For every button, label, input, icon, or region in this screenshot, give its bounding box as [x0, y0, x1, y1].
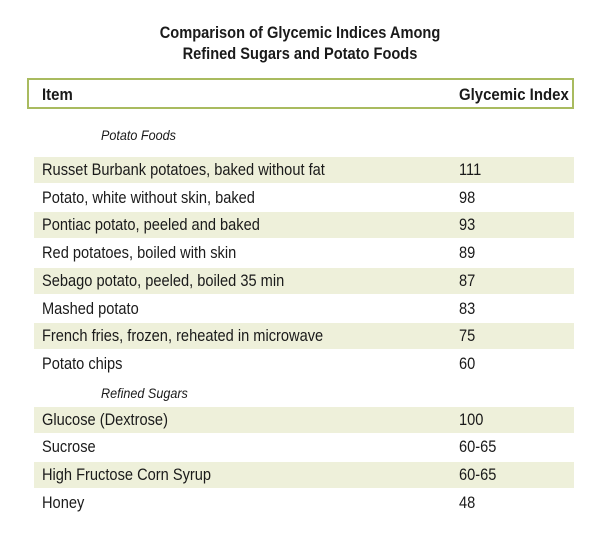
row-item: Sebago potato, peeled, boiled 35 min — [42, 271, 285, 290]
row-item: Pontiac potato, peeled and baked — [42, 215, 260, 234]
table-title: Comparison of Glycemic Indices Among Ref… — [42, 22, 558, 64]
table-row: Potato, white without skin, baked 98 — [34, 185, 574, 211]
row-glycemic-index: 75 — [459, 326, 476, 345]
title-line-1: Comparison of Glycemic Indices Among — [159, 23, 441, 42]
table-row: Red potatoes, boiled with skin 89 — [34, 240, 574, 266]
column-header-glycemic-index: Glycemic Index — [459, 85, 569, 104]
table-row: Sebago potato, peeled, boiled 35 min 87 — [34, 268, 574, 294]
row-item: Potato, white without skin, baked — [42, 188, 255, 207]
row-glycemic-index: 100 — [459, 410, 484, 429]
table-row: Mashed potato 83 — [34, 296, 574, 322]
row-glycemic-index: 60 — [459, 354, 476, 373]
row-glycemic-index: 111 — [459, 160, 482, 179]
row-glycemic-index: 98 — [459, 188, 476, 207]
table-row: Honey 48 — [34, 490, 574, 516]
row-item: Glucose (Dextrose) — [42, 410, 168, 429]
table-row: Potato chips 60 — [34, 351, 574, 377]
row-glycemic-index: 48 — [459, 493, 476, 512]
row-item: High Fructose Corn Syrup — [42, 465, 212, 484]
table-row: French fries, frozen, reheated in microw… — [34, 323, 574, 349]
section-label-refined-sugars: Refined Sugars — [101, 385, 188, 401]
title-line-2: Refined Sugars and Potato Foods — [182, 44, 418, 63]
column-header-item: Item — [42, 85, 73, 104]
row-glycemic-index: 60-65 — [459, 465, 497, 484]
row-glycemic-index: 60-65 — [459, 437, 497, 456]
row-glycemic-index: 89 — [459, 243, 476, 262]
table-row: Sucrose 60-65 — [34, 434, 574, 460]
row-item: Mashed potato — [42, 299, 139, 318]
row-item: Honey — [42, 493, 85, 512]
table-row: Pontiac potato, peeled and baked 93 — [34, 212, 574, 238]
row-item: Sucrose — [42, 437, 96, 456]
row-glycemic-index: 93 — [459, 215, 476, 234]
row-glycemic-index: 87 — [459, 271, 476, 290]
table-header: Item Glycemic Index — [27, 78, 574, 109]
row-item: Potato chips — [42, 354, 123, 373]
row-item: French fries, frozen, reheated in microw… — [42, 326, 324, 345]
section-label-potato-foods: Potato Foods — [101, 127, 176, 143]
row-glycemic-index: 83 — [459, 299, 476, 318]
row-item: Russet Burbank potatoes, baked without f… — [42, 160, 325, 179]
row-item: Red potatoes, boiled with skin — [42, 243, 237, 262]
table-row: High Fructose Corn Syrup 60-65 — [34, 462, 574, 488]
table-row: Russet Burbank potatoes, baked without f… — [34, 157, 574, 183]
table-row: Glucose (Dextrose) 100 — [34, 407, 574, 433]
